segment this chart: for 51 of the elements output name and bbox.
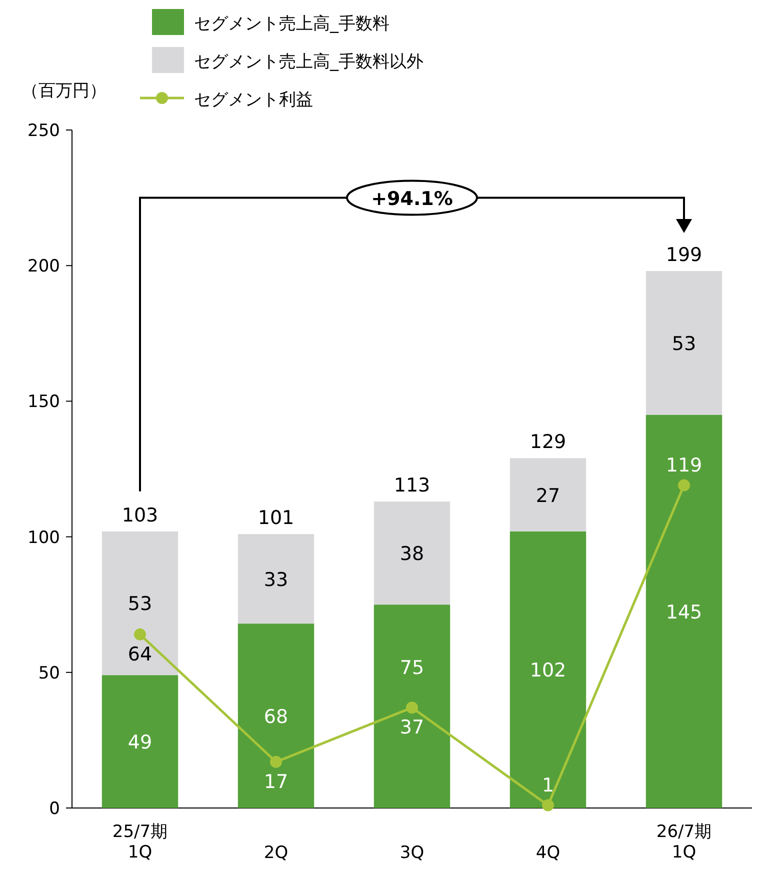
point	[134, 628, 146, 640]
point	[678, 479, 690, 492]
data-label: 49	[128, 732, 152, 754]
point	[270, 756, 282, 768]
y-tick-label: 0	[49, 799, 60, 819]
data-label: 37	[400, 716, 424, 739]
data-label: 1	[542, 774, 554, 796]
bar	[374, 502, 450, 605]
y-tick-label: 100	[28, 528, 60, 548]
point	[542, 799, 554, 812]
total-label: 101	[258, 507, 294, 530]
bar	[510, 531, 586, 808]
legend-label: セグメント利益	[194, 90, 313, 110]
x-tick-label: 26/7期 1Q	[656, 822, 712, 862]
bar	[238, 624, 314, 808]
legend-label: セグメント売上高_手数料以外	[194, 52, 424, 72]
bar	[374, 604, 450, 808]
total-label: 113	[394, 474, 430, 497]
data-label: 27	[536, 484, 560, 507]
bar	[510, 458, 586, 532]
total-label: 103	[122, 504, 158, 526]
bar	[646, 414, 722, 808]
y-tick-label: 250	[28, 121, 60, 141]
bar	[238, 534, 314, 624]
data-label: 33	[264, 568, 288, 591]
point	[406, 702, 418, 714]
x-tick-label: 25/7期 1Q	[112, 822, 168, 862]
data-label: 64	[128, 643, 152, 666]
y-tick-label: 50	[38, 663, 60, 684]
bar	[102, 675, 178, 808]
data-label: 75	[400, 656, 424, 679]
data-label: 38	[400, 543, 424, 566]
bar	[646, 271, 722, 415]
data-label: 145	[666, 601, 702, 624]
y-tick-label: 150	[28, 392, 60, 412]
y-axis-title: （百万円）	[22, 81, 106, 101]
annotation: +94.1%	[371, 188, 453, 210]
x-tick-label: 2Q	[264, 843, 288, 863]
y-tick-label: 200	[28, 256, 60, 277]
x-tick-label: 3Q	[400, 843, 424, 863]
data-label: 68	[264, 706, 288, 728]
bar	[102, 531, 178, 676]
legend-label: セグメント売上高_手数料	[194, 14, 390, 34]
x-tick-label: 4Q	[536, 843, 560, 863]
data-label: 53	[128, 593, 152, 616]
data-label: 53	[672, 332, 696, 355]
data-label: 102	[530, 660, 566, 682]
total-label: 199	[666, 244, 702, 266]
data-label: 119	[666, 454, 702, 476]
data-label: 17	[264, 770, 288, 793]
total-label: 129	[530, 431, 566, 454]
